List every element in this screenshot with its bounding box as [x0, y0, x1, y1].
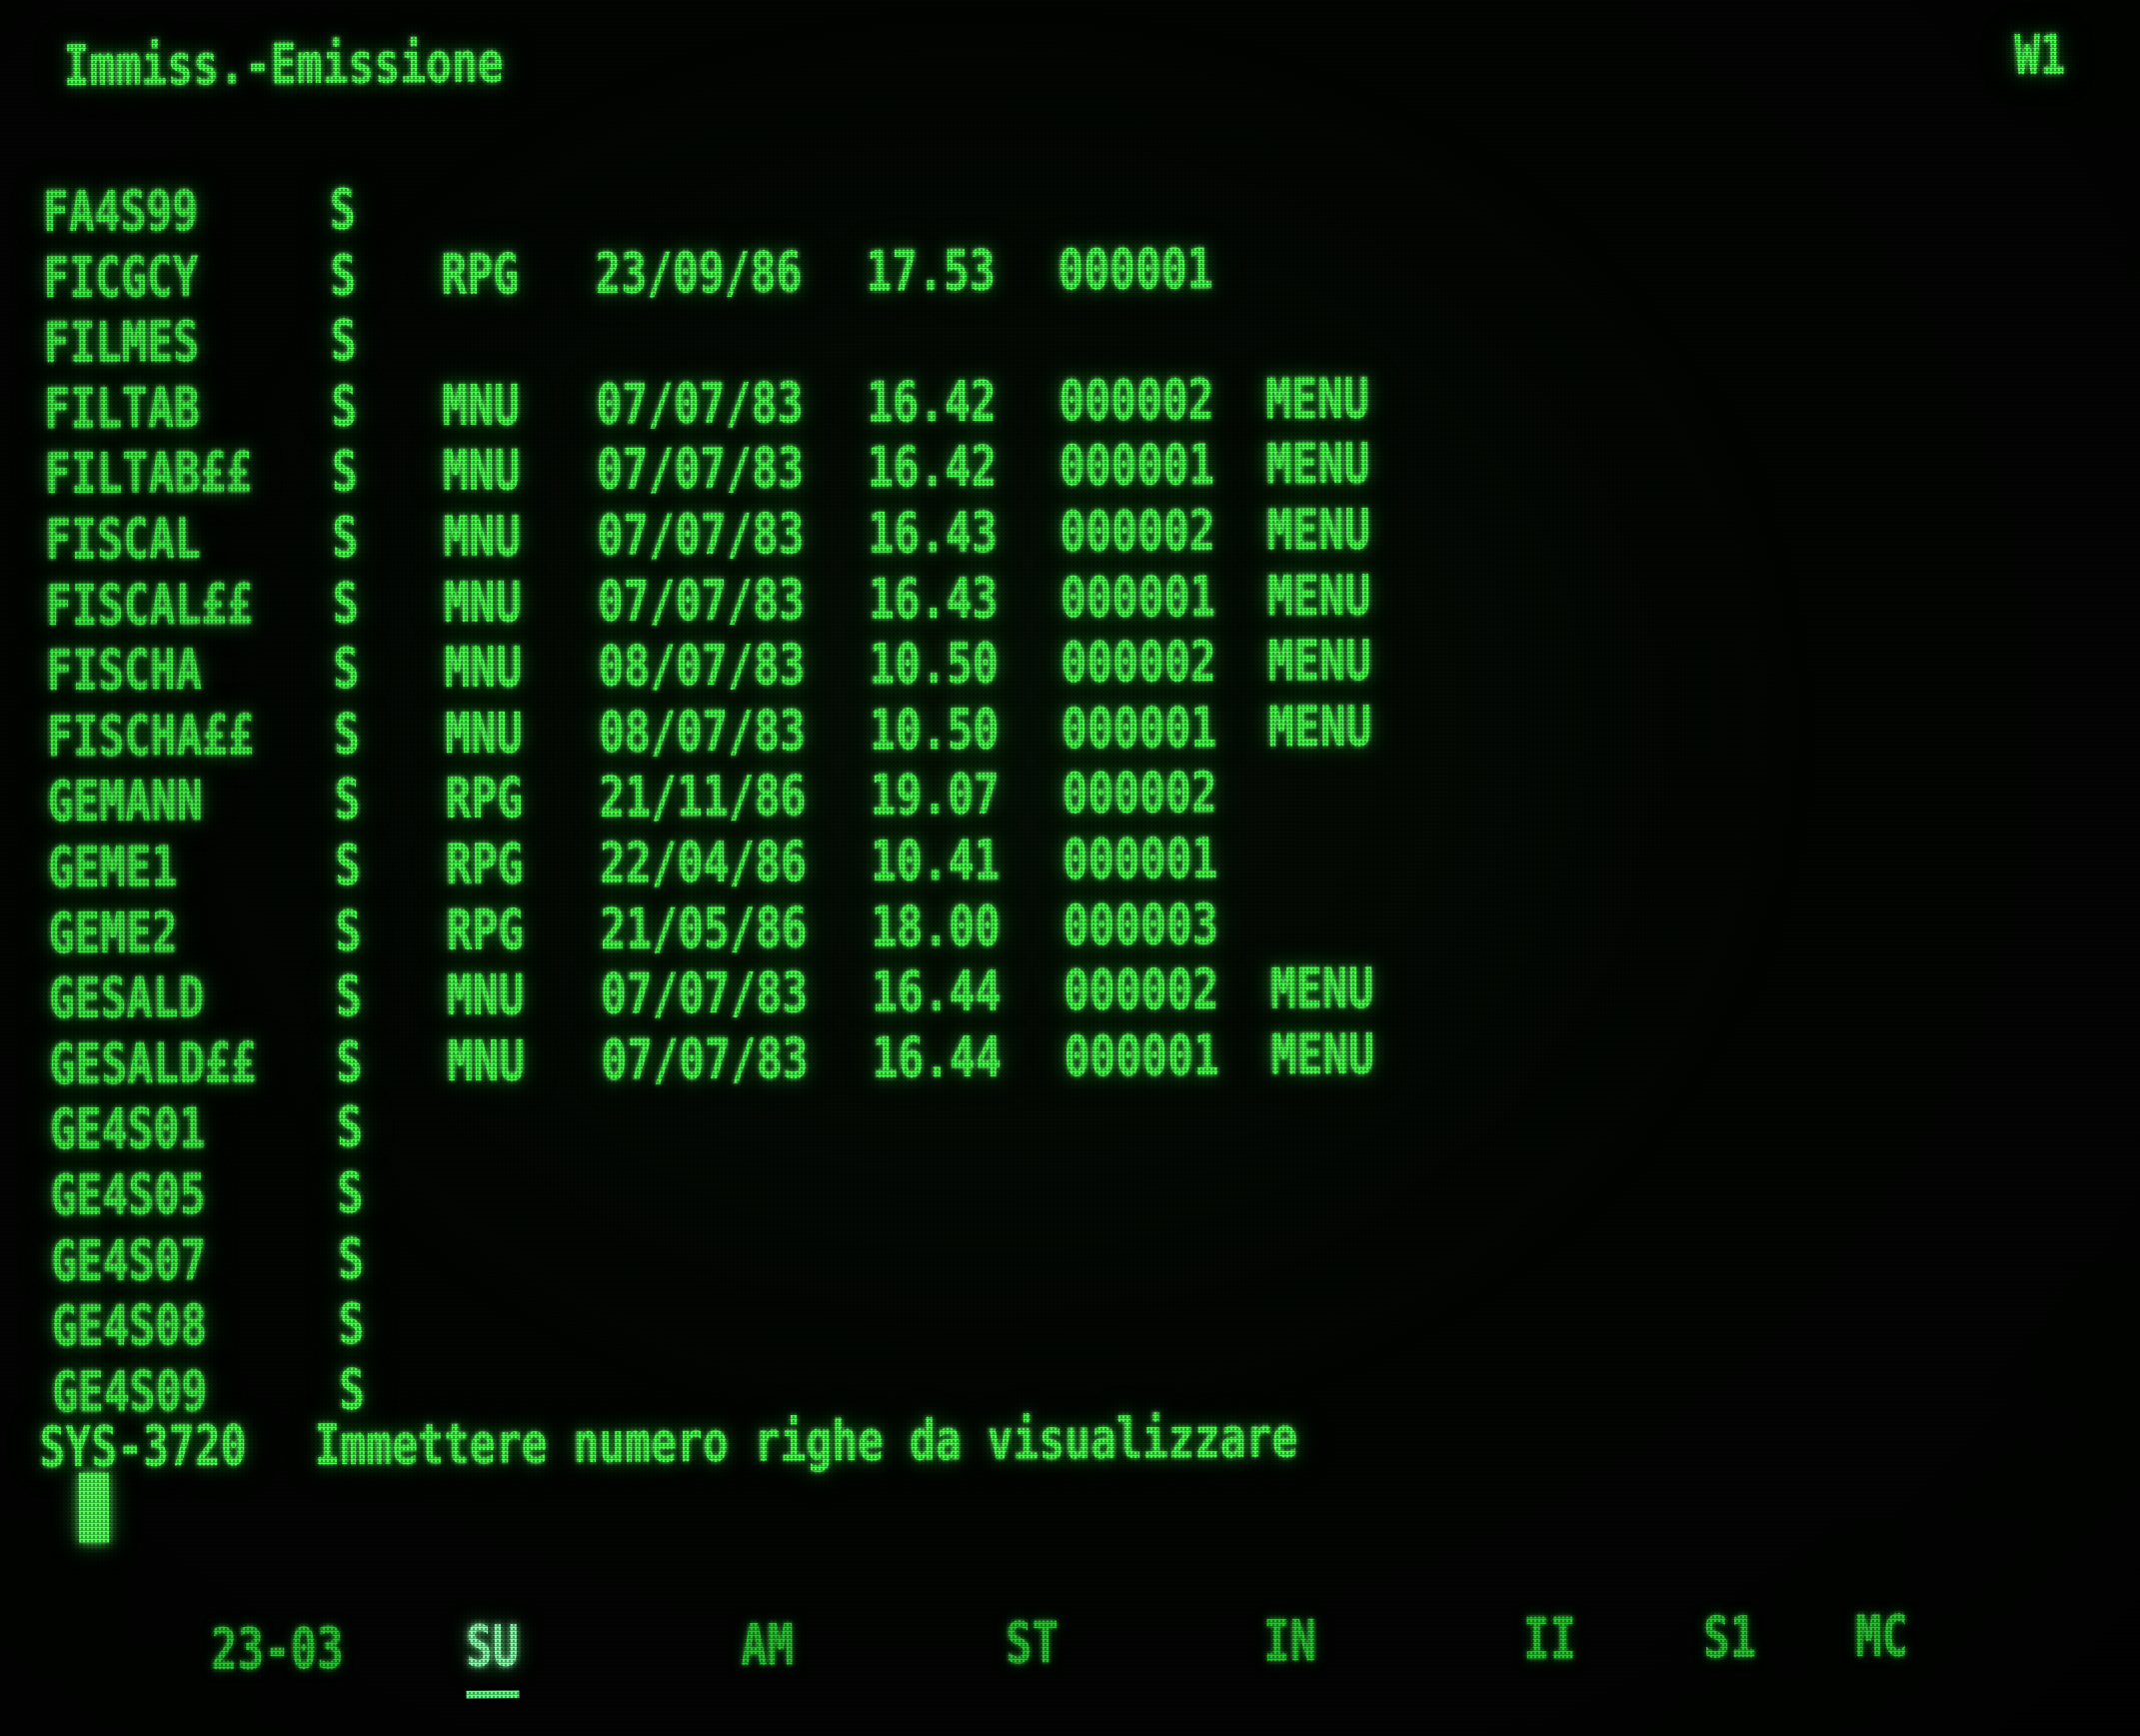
status-indicator: SU: [465, 1604, 520, 1699]
message-code: SYS-3720: [39, 1413, 247, 1481]
menu-flag: MENU: [1270, 1021, 1375, 1088]
member-count: 000001: [1058, 236, 1213, 304]
member-time: 16.44: [872, 1024, 1003, 1091]
status-indicator: II: [1522, 1606, 1577, 1673]
status-indicator: IN: [1262, 1608, 1317, 1676]
message-text: Immettere numero righe da visualizzare: [314, 1405, 1298, 1479]
status-indicator: ST: [1005, 1610, 1060, 1678]
member-type: MNU: [447, 1028, 526, 1095]
status-indicator: S1: [1702, 1604, 1757, 1672]
status-indicator: AM: [740, 1612, 795, 1680]
member-count: 000001: [1064, 1023, 1220, 1090]
member-type: RPG: [441, 242, 520, 309]
member-date: 07/07/83: [601, 1026, 809, 1093]
menu-flag: MENU: [1267, 694, 1372, 761]
member-date: 23/09/86: [595, 240, 803, 307]
input-cursor[interactable]: [78, 1472, 110, 1543]
status-indicator: MC: [1854, 1603, 1909, 1671]
cursor-position: 23-03: [210, 1615, 344, 1684]
member-time: 17.53: [866, 238, 997, 305]
